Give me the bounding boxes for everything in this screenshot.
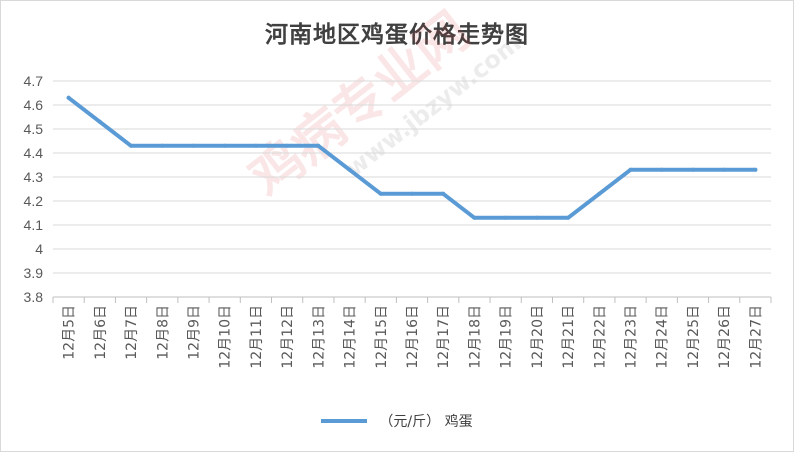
x-tick-label: 12月13日 bbox=[311, 305, 327, 369]
data-point bbox=[129, 143, 134, 148]
data-point bbox=[441, 191, 446, 196]
x-tick-label: 12月10日 bbox=[218, 305, 234, 369]
y-tick-label: 4.5 bbox=[24, 121, 44, 137]
x-tick-label: 12月16日 bbox=[405, 305, 421, 369]
x-tick-label: 12月8日 bbox=[155, 305, 171, 360]
data-point bbox=[597, 191, 602, 196]
legend-label: （元/斤） 鸡蛋 bbox=[379, 414, 473, 430]
data-point bbox=[566, 215, 571, 220]
y-tick-label: 4.4 bbox=[24, 145, 44, 161]
x-tick-label: 12月18日 bbox=[467, 305, 483, 369]
x-tick-label: 12月14日 bbox=[343, 305, 359, 369]
x-tick-label: 12月11日 bbox=[249, 305, 265, 369]
x-tick-label: 12月9日 bbox=[186, 305, 202, 360]
data-point bbox=[753, 167, 758, 172]
y-tick-label: 4.2 bbox=[24, 193, 44, 209]
data-point bbox=[659, 167, 664, 172]
x-tick-label: 12月25日 bbox=[686, 305, 702, 369]
x-tick-label: 12月19日 bbox=[499, 305, 515, 369]
y-tick-label: 4.3 bbox=[24, 169, 44, 185]
x-tick-label: 12月22日 bbox=[592, 305, 608, 369]
data-point bbox=[285, 143, 290, 148]
x-tick-label: 12月27日 bbox=[748, 305, 764, 369]
data-point bbox=[160, 143, 165, 148]
data-point bbox=[722, 167, 727, 172]
data-point bbox=[253, 143, 258, 148]
x-tick-label: 12月24日 bbox=[655, 305, 671, 369]
y-tick-label: 4.1 bbox=[24, 217, 44, 233]
y-tick-label: 4.7 bbox=[24, 73, 44, 89]
data-point bbox=[347, 167, 352, 172]
data-point bbox=[222, 143, 227, 148]
data-point bbox=[97, 119, 102, 124]
legend: （元/斤） 鸡蛋 bbox=[1, 411, 793, 431]
data-point bbox=[66, 95, 71, 100]
x-tick-label: 12月7日 bbox=[124, 305, 140, 360]
x-tick-label: 12月26日 bbox=[717, 305, 733, 369]
x-tick-label: 12月20日 bbox=[530, 305, 546, 369]
data-point bbox=[503, 215, 508, 220]
data-point bbox=[534, 215, 539, 220]
x-tick-label: 12月5日 bbox=[62, 305, 78, 360]
data-point bbox=[316, 143, 321, 148]
x-tick-label: 12月6日 bbox=[93, 305, 109, 360]
data-point bbox=[410, 191, 414, 196]
data-point bbox=[378, 191, 383, 196]
x-tick-label: 12月17日 bbox=[436, 305, 452, 369]
x-tick-label: 12月12日 bbox=[280, 305, 296, 369]
x-tick-label: 12月23日 bbox=[624, 305, 640, 369]
y-tick-label: 3.9 bbox=[24, 265, 44, 281]
data-point bbox=[690, 167, 695, 172]
x-tick-label: 12月21日 bbox=[561, 305, 577, 369]
y-tick-label: 3.8 bbox=[24, 289, 44, 305]
data-point bbox=[628, 167, 633, 172]
series-line bbox=[66, 95, 758, 220]
data-point bbox=[191, 143, 196, 148]
y-tick-label: 4.6 bbox=[24, 97, 44, 113]
chart-title: 河南地区鸡蛋价格走势图 bbox=[265, 21, 529, 48]
legend-swatch bbox=[321, 419, 368, 423]
x-tick-label: 12月15日 bbox=[374, 305, 390, 369]
y-tick-label: 4 bbox=[35, 241, 43, 257]
data-point bbox=[472, 215, 477, 220]
